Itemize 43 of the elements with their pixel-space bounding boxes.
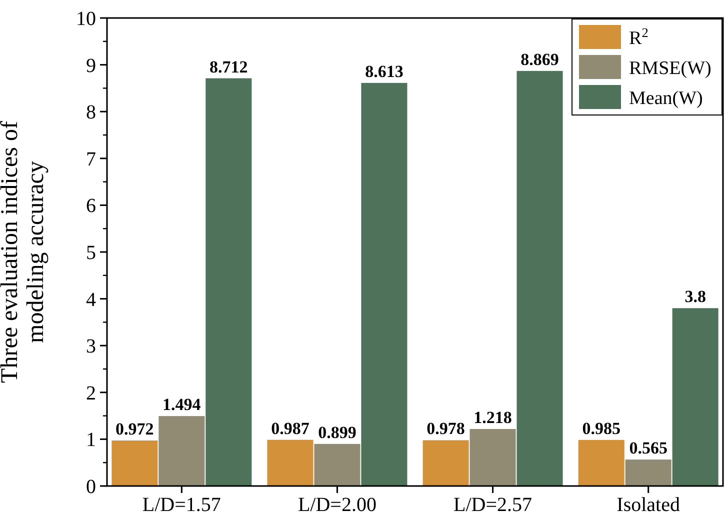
bar: [578, 440, 624, 486]
data-label: 1.218: [474, 408, 512, 427]
bar: [112, 440, 158, 486]
y-tick-label: 1: [86, 429, 96, 452]
y-tick-label: 5: [86, 242, 96, 264]
bar: [516, 70, 563, 486]
data-label: 8.712: [210, 57, 248, 76]
y-tick-label: 4: [86, 288, 96, 311]
data-label: 8.869: [520, 50, 559, 69]
legend-label: Mean(W): [629, 88, 703, 109]
bar: [422, 440, 469, 486]
x-tick-label: Isolated: [616, 494, 680, 516]
x-tick-label: L/D=2.00: [298, 494, 376, 516]
y-axis-title: Three evaluation indices of modeling accuracy: [0, 121, 50, 383]
bar: [314, 444, 360, 486]
bar: [672, 308, 718, 486]
data-label: 0.899: [318, 422, 356, 442]
x-tick-label: L/D=1.57: [142, 494, 221, 516]
y-tick-label: 3: [86, 336, 96, 358]
data-label: 0.985: [582, 418, 620, 438]
y-tick-label: 9: [86, 54, 96, 77]
y-tick-label: 8: [86, 102, 96, 124]
bar: [470, 429, 516, 486]
data-label: 1.494: [162, 395, 202, 414]
y-tick-label: 0: [86, 476, 96, 498]
bar: [206, 78, 252, 486]
bar: [625, 460, 672, 486]
data-label: 0.565: [629, 438, 668, 458]
y-tick-label: 10: [76, 8, 96, 30]
data-label: 8.613: [365, 62, 404, 81]
legend-label: R$^{2}$: [629, 24, 648, 49]
data-label: 0.972: [116, 420, 154, 439]
y-tick-label: 2: [86, 382, 96, 404]
bar: [361, 82, 408, 486]
bar: [158, 416, 205, 486]
y-tick-label: 7: [86, 148, 96, 170]
bar: [267, 440, 314, 486]
data-label: 3.8: [684, 287, 706, 306]
legend-label: RMSE(W): [629, 58, 712, 79]
x-tick-label: L/D=2.57: [454, 494, 532, 516]
data-label: 0.987: [271, 418, 310, 438]
y-tick-label: 6: [86, 195, 96, 218]
data-label: 0.978: [426, 419, 465, 438]
